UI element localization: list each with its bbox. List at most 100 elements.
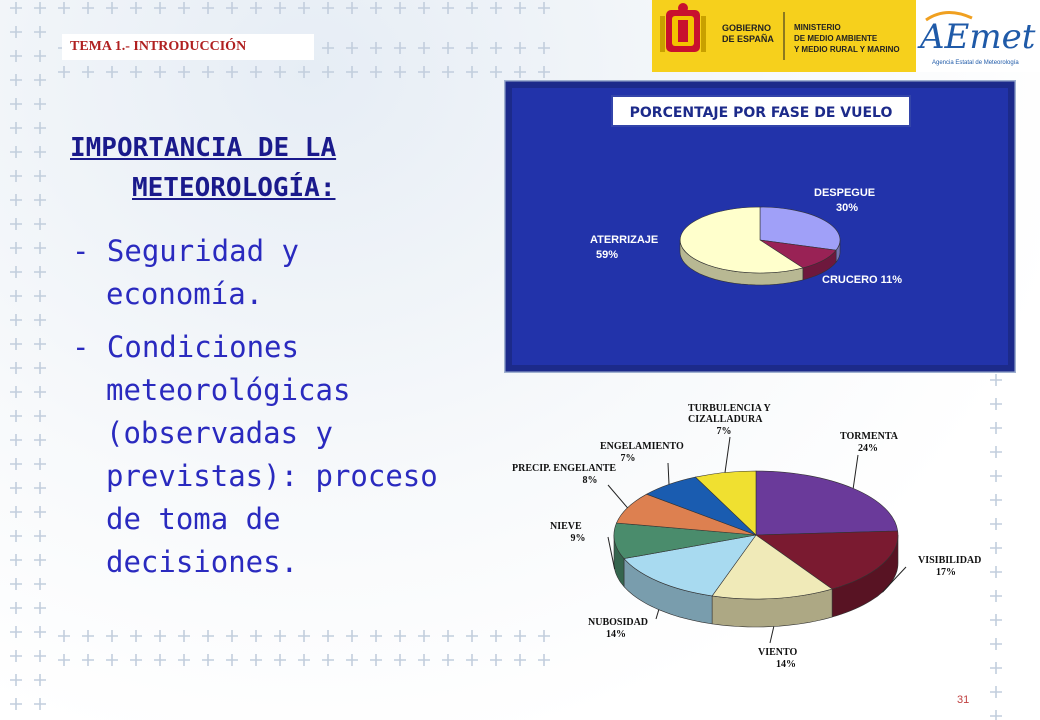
cross-mark (10, 602, 22, 614)
cross-mark (10, 314, 22, 326)
cross-mark (10, 146, 22, 158)
cross-mark (10, 242, 22, 254)
cross-mark (418, 66, 430, 78)
cross-mark (10, 290, 22, 302)
page-number: 31 (957, 694, 970, 706)
cross-mark (106, 66, 118, 78)
cross-mark (346, 654, 358, 666)
cross-mark (394, 654, 406, 666)
bullet-conditions-line4: previstas): proceso (106, 459, 438, 493)
cross-mark (990, 614, 1002, 626)
cross-mark (466, 42, 478, 54)
chart1-title-box (611, 95, 911, 127)
chart2-value-tormenta: 24% (858, 443, 878, 454)
chart1-label-aterrizaje: ATERRIZAJE (590, 234, 658, 246)
cross-mark (10, 650, 22, 662)
cross-mark (34, 482, 46, 494)
aemet-swoosh-icon (925, 11, 973, 22)
cross-mark (394, 630, 406, 642)
chart2-leader-tormenta (852, 454, 859, 489)
cross-mark (106, 2, 118, 14)
coat-of-arms-icon (660, 3, 706, 52)
cross-mark (322, 66, 334, 78)
cross-mark (226, 2, 238, 14)
cross-mark (514, 654, 526, 666)
cross-mark (82, 66, 94, 78)
cross-mark (34, 530, 46, 542)
chart2-leader-viento (769, 626, 775, 644)
bullet-safety-line1: - Seguridad y (72, 234, 299, 268)
cross-mark (370, 2, 382, 14)
cross-mark (466, 2, 478, 14)
bullet-conditions: - Condiciones meteorológicas (observadas… (72, 326, 452, 584)
cross-mark (154, 630, 166, 642)
ministry-line1: MINISTERIO (794, 23, 841, 32)
cross-mark (250, 654, 262, 666)
cross-mark (10, 578, 22, 590)
cross-mark (10, 698, 22, 710)
cross-mark (10, 122, 22, 134)
cross-mark (322, 630, 334, 642)
cross-mark (34, 194, 46, 206)
cross-mark (10, 506, 22, 518)
cross-mark (10, 338, 22, 350)
cross-mark (990, 566, 1002, 578)
cross-mark (990, 398, 1002, 410)
cross-mark (418, 2, 430, 14)
cross-mark (34, 434, 46, 446)
cross-mark (226, 654, 238, 666)
heading-line1: IMPORTANCIA DE LA (70, 133, 337, 163)
chart1-title: PORCENTAJE POR FASE DE VUELO (630, 105, 893, 121)
cross-mark (538, 42, 550, 54)
cross-mark (58, 2, 70, 14)
cross-mark (250, 630, 262, 642)
cross-mark (514, 2, 526, 14)
cross-mark (34, 338, 46, 350)
cross-mark (466, 66, 478, 78)
heading-line2: METEOROLOGÍA: (132, 173, 336, 203)
cross-mark (10, 386, 22, 398)
cross-mark (490, 654, 502, 666)
cross-mark (298, 66, 310, 78)
cross-mark (34, 50, 46, 62)
accident-causes-pie-chart: TORMENTA24%VISIBILIDAD17%VIENTO14%NUBOSI… (512, 403, 981, 670)
chart2-value-nieve: 9% (571, 533, 586, 544)
chart2-label-viento: VIENTO (758, 647, 797, 658)
cross-mark (490, 630, 502, 642)
cross-mark (130, 2, 142, 14)
cross-mark (178, 2, 190, 14)
cross-mark (442, 654, 454, 666)
chart2-slice-nubosidad (623, 534, 757, 597)
chart2-slice-turbulencia-y-cizalladura (694, 470, 757, 536)
bullet-conditions-line1: - Condiciones (72, 330, 299, 364)
cross-mark (154, 654, 166, 666)
cross-mark (298, 630, 310, 642)
cross-mark (442, 630, 454, 642)
cross-mark (990, 494, 1002, 506)
chart2-leader-visibilidad (882, 566, 907, 593)
cross-mark (34, 506, 46, 518)
cross-mark (34, 674, 46, 686)
cross-mark (34, 266, 46, 278)
ministry-line2: DE MEDIO AMBIENTE (794, 34, 878, 43)
cross-mark (346, 2, 358, 14)
chart2-value-precip-engelante: 8% (583, 475, 598, 486)
cross-mark (514, 42, 526, 54)
cross-mark (990, 710, 1002, 720)
cross-mark (990, 446, 1002, 458)
cross-mark (298, 2, 310, 14)
cross-mark (250, 66, 262, 78)
cross-mark (370, 654, 382, 666)
cross-mark (250, 2, 262, 14)
chart2-label-precip-engelante: PRECIP. ENGELANTE (512, 463, 616, 474)
chart2-label-tormenta: TORMENTA (840, 431, 899, 442)
chart2-label-turbulencia-y-cizalladura: CIZALLADURA (688, 414, 763, 425)
cross-mark (490, 66, 502, 78)
cross-mark (274, 654, 286, 666)
cross-mark (538, 66, 550, 78)
cross-mark (990, 662, 1002, 674)
cross-mark (202, 654, 214, 666)
cross-mark (202, 2, 214, 14)
cross-mark (10, 2, 22, 14)
cross-mark (490, 42, 502, 54)
